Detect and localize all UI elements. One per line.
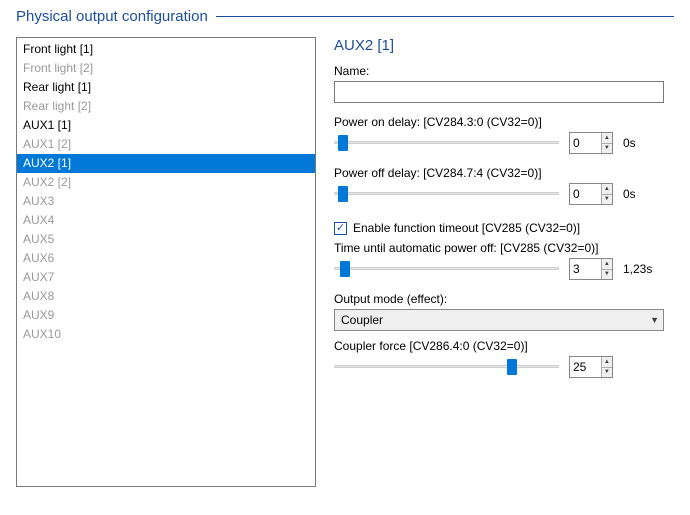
listbox-item[interactable]: AUX3 — [17, 192, 315, 211]
spinner-up-icon[interactable]: ▲ — [602, 184, 612, 195]
spinner-down-icon[interactable]: ▼ — [602, 195, 612, 205]
output-mode-label: Output mode (effect): — [334, 292, 666, 306]
spinner-up-icon[interactable]: ▲ — [602, 259, 612, 270]
coupler-force-value[interactable] — [570, 357, 601, 377]
time-until-off-suffix: 1,23s — [623, 262, 653, 276]
checkbox-icon[interactable]: ✓ — [334, 222, 347, 235]
name-label: Name: — [334, 64, 666, 78]
chevron-down-icon: ▼ — [650, 315, 659, 325]
spinner-down-icon[interactable]: ▼ — [602, 144, 612, 154]
coupler-force-slider[interactable] — [334, 357, 559, 377]
detail-pane: AUX2 [1] Name: Power on delay: [CV284.3:… — [334, 37, 674, 487]
power-off-delay-label: Power off delay: [CV284.7:4 (CV32=0)] — [334, 166, 666, 180]
power-on-delay-value[interactable] — [570, 133, 601, 153]
listbox-item[interactable]: Rear light [1] — [17, 78, 315, 97]
panel-header: Physical output configuration — [16, 8, 674, 25]
listbox-item[interactable]: AUX8 — [17, 287, 315, 306]
power-off-delay-slider[interactable] — [334, 184, 559, 204]
panel-header-line — [216, 16, 674, 17]
listbox-item[interactable]: AUX2 [1] — [17, 154, 315, 173]
listbox-item[interactable]: AUX9 — [17, 306, 315, 325]
enable-timeout-label: Enable function timeout [CV285 (CV32=0)] — [353, 221, 580, 235]
listbox-item[interactable]: AUX7 — [17, 268, 315, 287]
listbox-item[interactable]: AUX2 [2] — [17, 173, 315, 192]
spinner-up-icon[interactable]: ▲ — [602, 357, 612, 368]
listbox-item[interactable]: Front light [2] — [17, 59, 315, 78]
panel-title: Physical output configuration — [16, 8, 208, 25]
output-mode-select[interactable]: Coupler ▼ — [334, 309, 664, 331]
power-off-delay-spinner[interactable]: ▲ ▼ — [569, 183, 613, 205]
power-off-delay-value[interactable] — [570, 184, 601, 204]
coupler-force-label: Coupler force [CV286.4:0 (CV32=0)] — [334, 339, 666, 353]
listbox-item[interactable]: Rear light [2] — [17, 97, 315, 116]
listbox-item[interactable]: AUX10 — [17, 325, 315, 344]
output-mode-value: Coupler — [341, 313, 383, 327]
detail-title: AUX2 [1] — [334, 37, 666, 54]
time-until-off-label: Time until automatic power off: [CV285 (… — [334, 241, 666, 255]
power-on-delay-suffix: 0s — [623, 136, 653, 150]
listbox-item[interactable]: Front light [1] — [17, 40, 315, 59]
spinner-down-icon[interactable]: ▼ — [602, 270, 612, 280]
coupler-force-spinner[interactable]: ▲ ▼ — [569, 356, 613, 378]
power-on-delay-label: Power on delay: [CV284.3:0 (CV32=0)] — [334, 115, 666, 129]
listbox-item[interactable]: AUX6 — [17, 249, 315, 268]
listbox-item[interactable]: AUX1 [2] — [17, 135, 315, 154]
power-on-delay-slider[interactable] — [334, 133, 559, 153]
enable-timeout-checkbox[interactable]: ✓ Enable function timeout [CV285 (CV32=0… — [334, 221, 666, 235]
power-on-delay-spinner[interactable]: ▲ ▼ — [569, 132, 613, 154]
spinner-down-icon[interactable]: ▼ — [602, 368, 612, 378]
name-input[interactable] — [334, 81, 664, 103]
listbox-item[interactable]: AUX4 — [17, 211, 315, 230]
listbox-item[interactable]: AUX5 — [17, 230, 315, 249]
time-until-off-slider[interactable] — [334, 259, 559, 279]
output-listbox[interactable]: Front light [1]Front light [2]Rear light… — [16, 37, 316, 487]
power-off-delay-suffix: 0s — [623, 187, 653, 201]
time-until-off-value[interactable] — [570, 259, 601, 279]
time-until-off-spinner[interactable]: ▲ ▼ — [569, 258, 613, 280]
spinner-up-icon[interactable]: ▲ — [602, 133, 612, 144]
listbox-item[interactable]: AUX1 [1] — [17, 116, 315, 135]
